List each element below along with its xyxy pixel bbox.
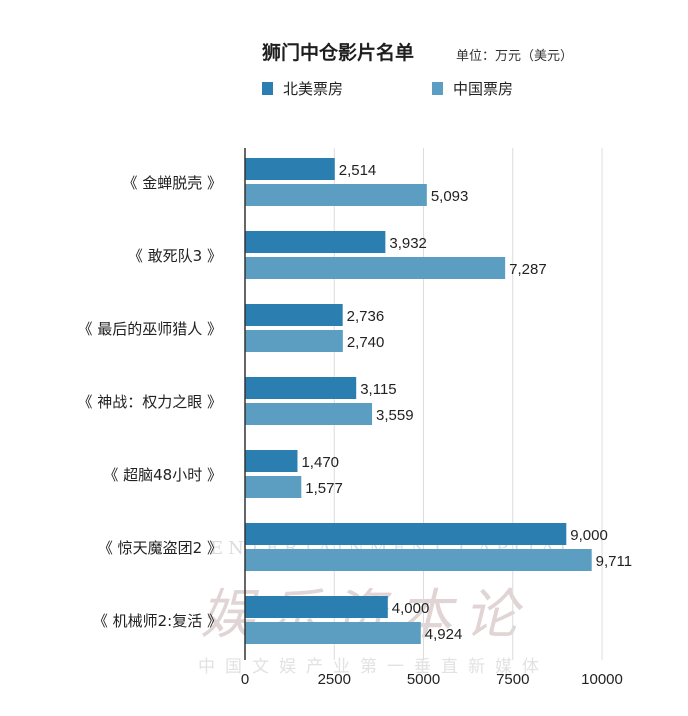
legend-item-north-america: 北美票房 xyxy=(262,78,343,99)
bar xyxy=(245,304,343,326)
data-label: 9,000 xyxy=(570,527,608,544)
data-label: 9,711 xyxy=(596,553,632,570)
legend-item-china: 中国票房 xyxy=(432,78,513,99)
data-label: 4,000 xyxy=(392,600,430,617)
category-label: 《 机械师2:复活 》 xyxy=(93,612,222,630)
x-tick-label: 10000 xyxy=(581,671,623,688)
bar xyxy=(245,549,592,571)
x-tick-label: 2500 xyxy=(318,671,351,688)
data-label: 1,577 xyxy=(305,480,343,497)
category-label: 《 敢死队3 》 xyxy=(128,247,222,265)
bar xyxy=(245,330,343,352)
bar xyxy=(245,257,506,279)
data-label: 2,514 xyxy=(339,162,377,179)
bar xyxy=(245,622,421,644)
category-label: 《 神战：权力之眼 》 xyxy=(77,393,222,411)
bar xyxy=(245,523,567,545)
data-label: 5,093 xyxy=(431,188,469,205)
category-label: 《 最后的巫师猎人 》 xyxy=(77,320,222,338)
x-tick-label: 0 xyxy=(241,671,249,688)
legend-label-china: 中国票房 xyxy=(453,80,514,98)
bar xyxy=(245,403,373,425)
legend-swatch-china xyxy=(432,82,443,95)
data-label: 7,287 xyxy=(509,261,547,278)
data-label: 3,932 xyxy=(389,235,427,252)
data-label: 3,559 xyxy=(376,407,414,424)
bar xyxy=(245,158,335,180)
bar xyxy=(245,476,302,498)
category-label: 《 惊天魔盗团2 》 xyxy=(98,539,222,557)
x-tick-label: 5000 xyxy=(407,671,440,688)
bar xyxy=(245,184,427,206)
category-label: 《 金蝉脱壳 》 xyxy=(122,174,222,192)
data-label: 2,740 xyxy=(347,334,385,351)
data-label: 3,115 xyxy=(360,381,396,398)
bar xyxy=(245,377,357,399)
data-label: 1,470 xyxy=(301,454,339,471)
data-label: 2,736 xyxy=(347,308,385,325)
chart-unit: 单位：万元（美元） xyxy=(456,49,574,64)
legend-swatch-north-america xyxy=(262,82,273,95)
legend-label-north-america: 北美票房 xyxy=(283,80,344,98)
bar xyxy=(245,596,388,618)
category-label: 《 超脑48小时 》 xyxy=(103,466,222,484)
bar xyxy=(245,450,298,472)
x-tick-label: 7500 xyxy=(496,671,529,688)
data-label: 4,924 xyxy=(425,626,463,643)
chart-title: 狮门中仓影片名单 xyxy=(262,42,415,64)
bar xyxy=(245,231,386,253)
